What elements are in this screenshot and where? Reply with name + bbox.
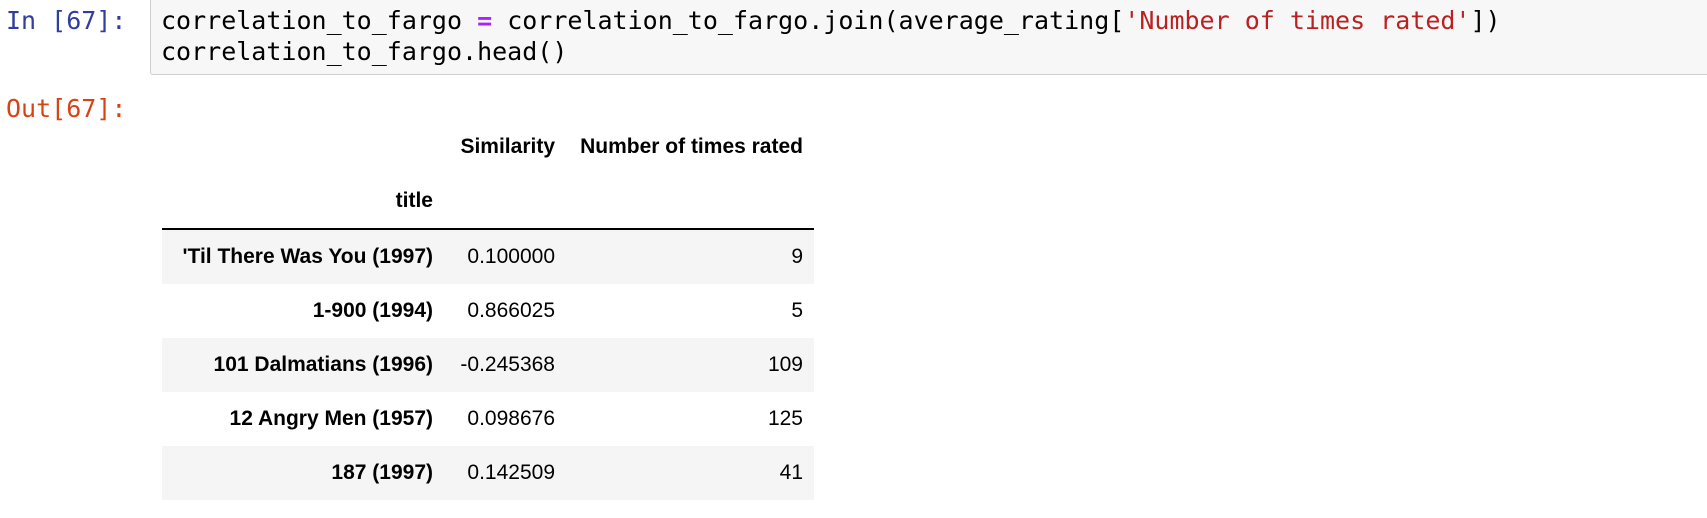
- cell-similarity: 0.866025: [467, 299, 555, 322]
- output-prompt: Out[67]:: [6, 94, 127, 123]
- table-row: 101 Dalmatians (1996) -0.245368 109: [162, 338, 814, 392]
- code-operator: =: [477, 6, 493, 35]
- cell-similarity: 0.100000: [467, 245, 555, 268]
- dataframe-table: Similarity Number of times rated title '…: [162, 120, 814, 500]
- column-header-num-rated: Number of times rated: [580, 135, 803, 158]
- row-index-title: 187 (1997): [331, 461, 433, 484]
- cell-similarity: 0.098676: [467, 407, 555, 430]
- code-token: correlation_to_fargo.join(average_rating…: [492, 6, 1125, 35]
- column-header-blank: [162, 120, 444, 174]
- code-token: ]): [1470, 6, 1501, 35]
- cell-num-rated: 109: [767, 353, 803, 376]
- code-token: correlation_to_fargo: [161, 6, 478, 35]
- table-row: 1-900 (1994) 0.866025 5: [162, 284, 814, 338]
- cell-num-rated: 41: [779, 461, 803, 484]
- table-row: 187 (1997) 0.142509 41: [162, 446, 814, 500]
- column-header-row: Similarity Number of times rated: [162, 120, 814, 174]
- index-name-blank: [566, 174, 814, 229]
- cell-num-rated: 5: [791, 299, 803, 322]
- index-name-blank: [444, 174, 566, 229]
- row-index-title: 'Til There Was You (1997): [182, 245, 433, 268]
- cell-num-rated: 9: [791, 245, 803, 268]
- row-index-title: 12 Angry Men (1957): [229, 407, 433, 430]
- row-index-title: 101 Dalmatians (1996): [213, 353, 433, 376]
- cell-num-rated: 125: [767, 407, 803, 430]
- cell-similarity: 0.142509: [467, 461, 555, 484]
- code-line-2: correlation_to_fargo.head(): [161, 37, 568, 66]
- row-index-title: 1-900 (1994): [312, 299, 433, 322]
- table-row: 12 Angry Men (1957) 0.098676 125: [162, 392, 814, 446]
- cell-similarity: -0.245368: [460, 353, 555, 376]
- index-name-row: title: [162, 174, 814, 229]
- column-header-similarity: Similarity: [460, 135, 555, 158]
- index-name: title: [395, 189, 433, 212]
- code-line-1: correlation_to_fargo = correlation_to_fa…: [161, 5, 1697, 36]
- code-string: 'Number of times rated': [1124, 6, 1471, 35]
- table-row: 'Til There Was You (1997) 0.100000 9: [162, 229, 814, 284]
- input-prompt: In [67]:: [6, 6, 127, 35]
- code-cell-editor[interactable]: correlation_to_fargo = correlation_to_fa…: [150, 0, 1707, 75]
